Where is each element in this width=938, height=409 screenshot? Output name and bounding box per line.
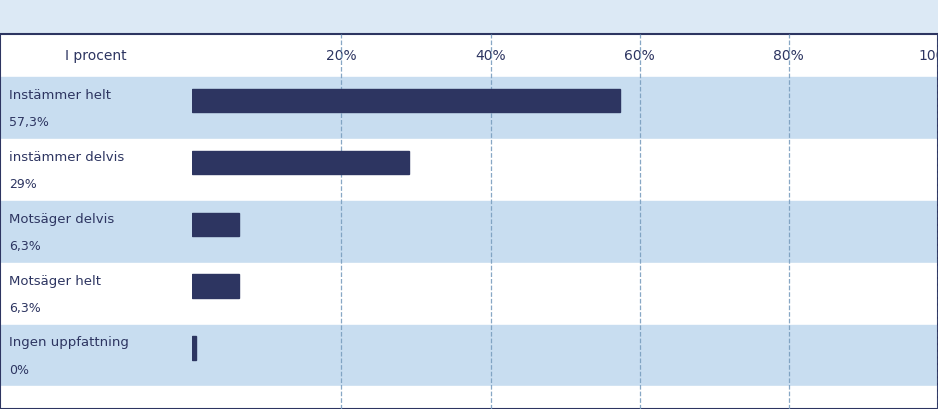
Text: 100%: 100% — [918, 49, 938, 63]
Bar — [0, 201, 938, 263]
Text: Ingen uppfattning: Ingen uppfattning — [9, 336, 129, 348]
Text: 60%: 60% — [625, 49, 655, 63]
Text: 0%: 0% — [9, 363, 29, 376]
Text: 40%: 40% — [476, 49, 506, 63]
Text: I procent: I procent — [66, 49, 127, 63]
Text: 6,3%: 6,3% — [9, 239, 41, 252]
Bar — [0, 78, 938, 139]
Bar — [0, 387, 938, 409]
Bar — [192, 275, 239, 298]
Bar — [192, 213, 239, 236]
Bar — [0, 263, 938, 325]
Text: 29%: 29% — [9, 178, 38, 191]
Text: Motsäger helt: Motsäger helt — [9, 274, 101, 287]
Bar — [192, 90, 620, 113]
Bar — [192, 151, 409, 175]
Bar — [0, 139, 938, 201]
Bar — [192, 337, 196, 360]
Bar — [0, 325, 938, 387]
Text: instämmer delvis: instämmer delvis — [9, 151, 125, 163]
Text: Motsäger delvis: Motsäger delvis — [9, 212, 114, 225]
Text: 57,3%: 57,3% — [9, 116, 50, 129]
Text: 80%: 80% — [774, 49, 804, 63]
Bar — [0, 35, 938, 78]
Text: 6,3%: 6,3% — [9, 301, 41, 314]
Text: Instämmer helt: Instämmer helt — [9, 89, 112, 101]
Text: 20%: 20% — [326, 49, 356, 63]
